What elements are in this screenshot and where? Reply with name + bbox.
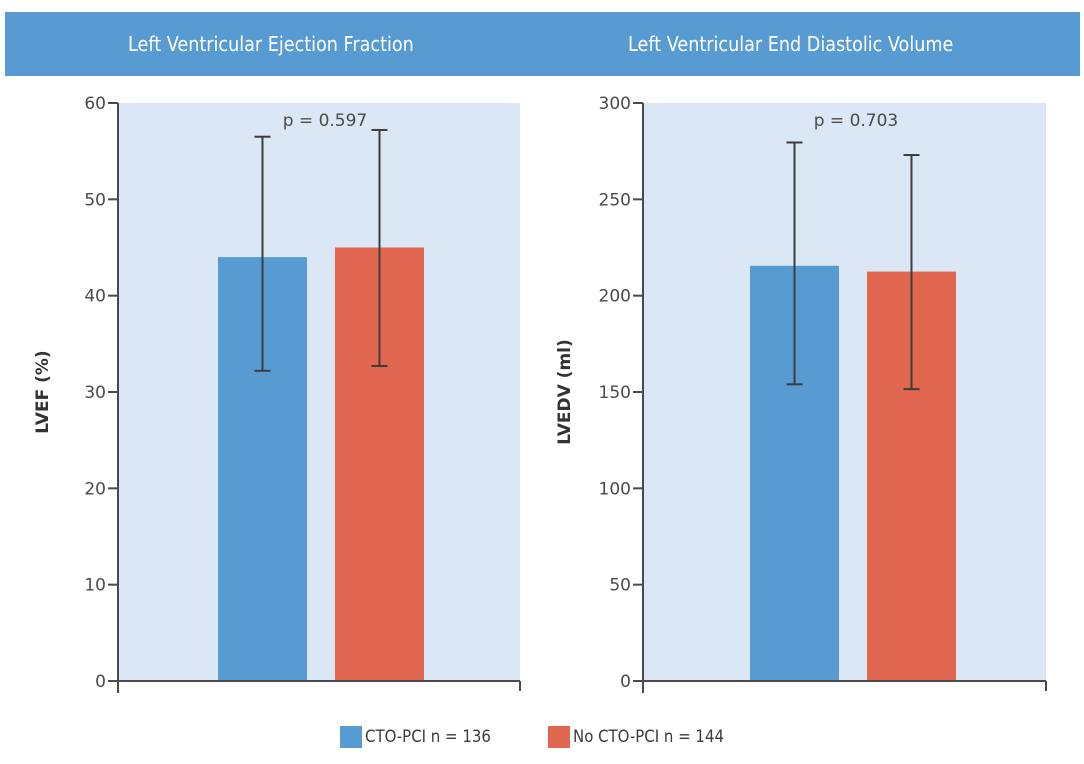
y-axis-label: LVEDV (ml) (555, 339, 575, 445)
y-axis-label: LVEF (%) (33, 350, 53, 433)
p-value-annotation: p = 0.703 (814, 111, 899, 131)
legend: CTO-PCI n = 136 No CTO-PCI n = 144 (0, 726, 1084, 748)
legend-label-no-cto-pci: No CTO-PCI n = 144 (572, 727, 724, 747)
y-tick-label: 10 (84, 576, 106, 596)
legend-item-cto-pci: CTO-PCI n = 136 (339, 726, 508, 748)
panel-title-lvedv: Left Ventricular End Diastolic Volume (628, 32, 954, 56)
y-tick-label: 20 (84, 479, 106, 499)
y-tick-label: 0 (95, 672, 106, 692)
y-tick-label: 40 (84, 287, 106, 307)
y-tick-label: 30 (84, 383, 106, 403)
y-tick-label: 150 (599, 383, 631, 403)
y-tick-label: 300 (599, 94, 631, 114)
y-tick-label: 0 (620, 672, 631, 692)
y-tick-label: 200 (599, 287, 631, 307)
plot-background (643, 103, 1046, 681)
legend-label-cto-pci: CTO-PCI n = 136 (364, 727, 491, 747)
plot-background (118, 103, 520, 681)
header-bar (5, 12, 1080, 76)
y-tick-label: 50 (84, 190, 106, 210)
y-tick-label: 100 (599, 479, 631, 499)
panel-title-lvef: Left Ventricular Ejection Fraction (128, 32, 414, 56)
legend-swatch-no-cto-pci (547, 726, 570, 748)
y-tick-label: 250 (599, 190, 631, 210)
y-tick-label: 50 (609, 576, 631, 596)
p-value-annotation: p = 0.597 (283, 111, 368, 131)
y-tick-label: 60 (84, 94, 106, 114)
legend-swatch-cto-pci (339, 726, 362, 748)
legend-item-no-cto-pci: No CTO-PCI n = 144 (547, 726, 745, 748)
